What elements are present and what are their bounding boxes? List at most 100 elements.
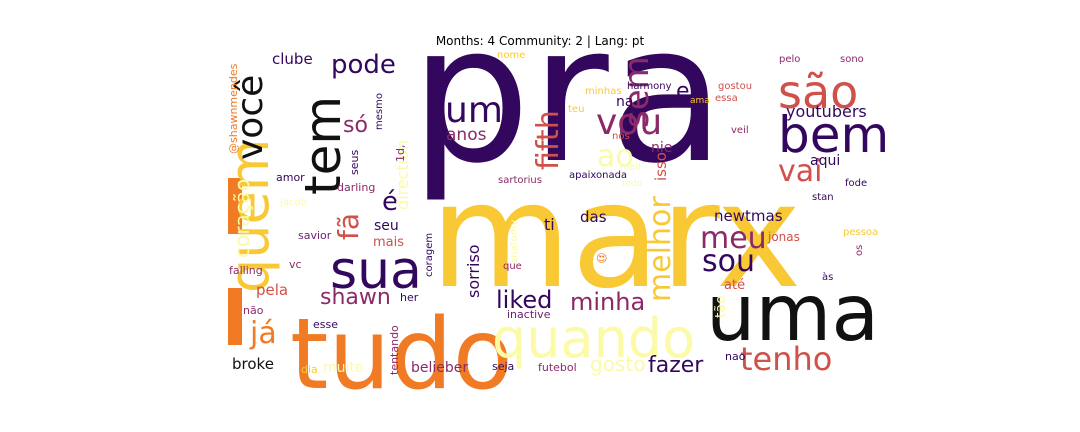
word-55: savior: [298, 229, 332, 242]
word-46: nie: [651, 140, 672, 156]
word-23: é: [382, 187, 398, 217]
word-22: fã: [332, 213, 365, 240]
word-32: gosto: [590, 352, 645, 376]
word-49: até: [724, 278, 745, 293]
chart-title: Months: 4 Community: 2 | Lang: pt: [435, 34, 645, 48]
word-1: marx: [430, 152, 802, 321]
word-67: anatomy: [509, 220, 520, 264]
word-69: coragem: [424, 233, 435, 277]
word-64: futebol: [538, 361, 577, 374]
word-74: mesmo: [374, 93, 385, 130]
word-7: tem: [294, 96, 352, 195]
word-30: fazer: [648, 353, 704, 378]
word-0: pra: [410, 0, 725, 205]
word-83: niall: [620, 162, 641, 173]
word-42: pela: [256, 281, 288, 299]
word-18: meu: [700, 221, 767, 256]
word-8: bem: [778, 106, 889, 164]
word-82: nós: [612, 130, 630, 142]
word-86: sartorius: [498, 175, 542, 186]
word-61: dia: [301, 363, 318, 376]
word-17: tenho: [740, 340, 832, 378]
word-70: darling: [337, 181, 375, 194]
word-84: veil: [731, 125, 749, 136]
word-52: jonas: [767, 230, 800, 244]
word-77: harmony: [627, 81, 672, 92]
word-28: liked: [496, 286, 552, 314]
word-60: her: [400, 291, 419, 304]
word-20: vai: [778, 154, 822, 189]
word-88: pelo: [779, 54, 800, 65]
word-35: newtmas: [714, 207, 783, 225]
word-31: coração: [230, 179, 254, 258]
word-63: seja: [492, 360, 514, 373]
word-43: muito: [323, 360, 363, 376]
word-48: ti: [544, 215, 555, 234]
word-93: os: [854, 245, 865, 256]
word-6: sua: [330, 241, 422, 301]
word-62: tentando: [388, 325, 401, 375]
word-25: só: [343, 113, 368, 138]
word-75: nome: [497, 50, 525, 61]
word-92: pessoa: [843, 227, 878, 238]
word-95: @shawnmendes: [227, 63, 240, 154]
word-34: youtubers: [786, 102, 867, 121]
word-15: melhor: [643, 196, 678, 302]
word-40: broke: [232, 355, 274, 373]
word-76: minhas: [585, 86, 622, 97]
word-71: amor: [276, 171, 305, 184]
word-94: às: [822, 271, 833, 283]
word-41: das: [580, 208, 607, 226]
word-26: eu: [676, 79, 703, 104]
word-36: isso: [652, 152, 670, 181]
word-33: sorriso: [464, 244, 483, 298]
word-47: aqui: [810, 153, 840, 169]
word-39: clube: [272, 50, 313, 68]
word-44: belieber: [411, 360, 468, 376]
word-90: stan: [812, 192, 834, 203]
word-11: um: [445, 90, 503, 131]
word-51: mais: [373, 235, 404, 250]
word-91: fode: [845, 178, 867, 189]
word-3: tudo: [290, 298, 513, 412]
word-79: ama: [690, 96, 710, 106]
word-14: fifth: [531, 110, 566, 170]
word-89: sono: [840, 54, 864, 65]
word-54: 1d,: [394, 145, 407, 162]
word-73: seus: [348, 150, 361, 175]
word-85: apaixonada: [569, 170, 627, 181]
word-80: essa: [715, 93, 738, 104]
word-58: não: [243, 304, 264, 317]
word-12: vou: [596, 102, 662, 143]
word-16: ao: [597, 139, 634, 174]
word-66: inactive: [507, 308, 551, 321]
word-37: anos: [446, 125, 487, 145]
word-5: quem: [218, 139, 281, 293]
word-53: tão: [713, 295, 729, 318]
word-72: jacob: [279, 197, 307, 208]
word-27: minha: [570, 288, 645, 316]
word-10: você: [230, 75, 271, 160]
word-9: são: [778, 65, 858, 119]
word-2: uma: [706, 269, 879, 359]
word-19: sou: [702, 244, 755, 279]
word-87: todo: [622, 179, 643, 189]
word-50: seu: [374, 218, 399, 234]
word-56: vc: [289, 258, 302, 271]
word-4: quando: [492, 307, 695, 370]
word-96: 😍: [596, 252, 607, 265]
word-68: que: [503, 261, 522, 272]
orange-bar-top: [228, 178, 242, 234]
word-65: nao: [725, 350, 746, 363]
word-29: shawn: [320, 285, 391, 310]
word-13: sem: [617, 56, 657, 128]
word-78: gostou: [718, 81, 752, 92]
word-45: na: [616, 94, 633, 110]
word-24: pode: [331, 50, 396, 80]
word-21: já: [249, 316, 277, 351]
word-57: falling: [229, 264, 263, 277]
orange-bar-bottom: [228, 288, 242, 345]
word-81: teu: [568, 104, 584, 115]
word-38: direction: [393, 140, 412, 210]
